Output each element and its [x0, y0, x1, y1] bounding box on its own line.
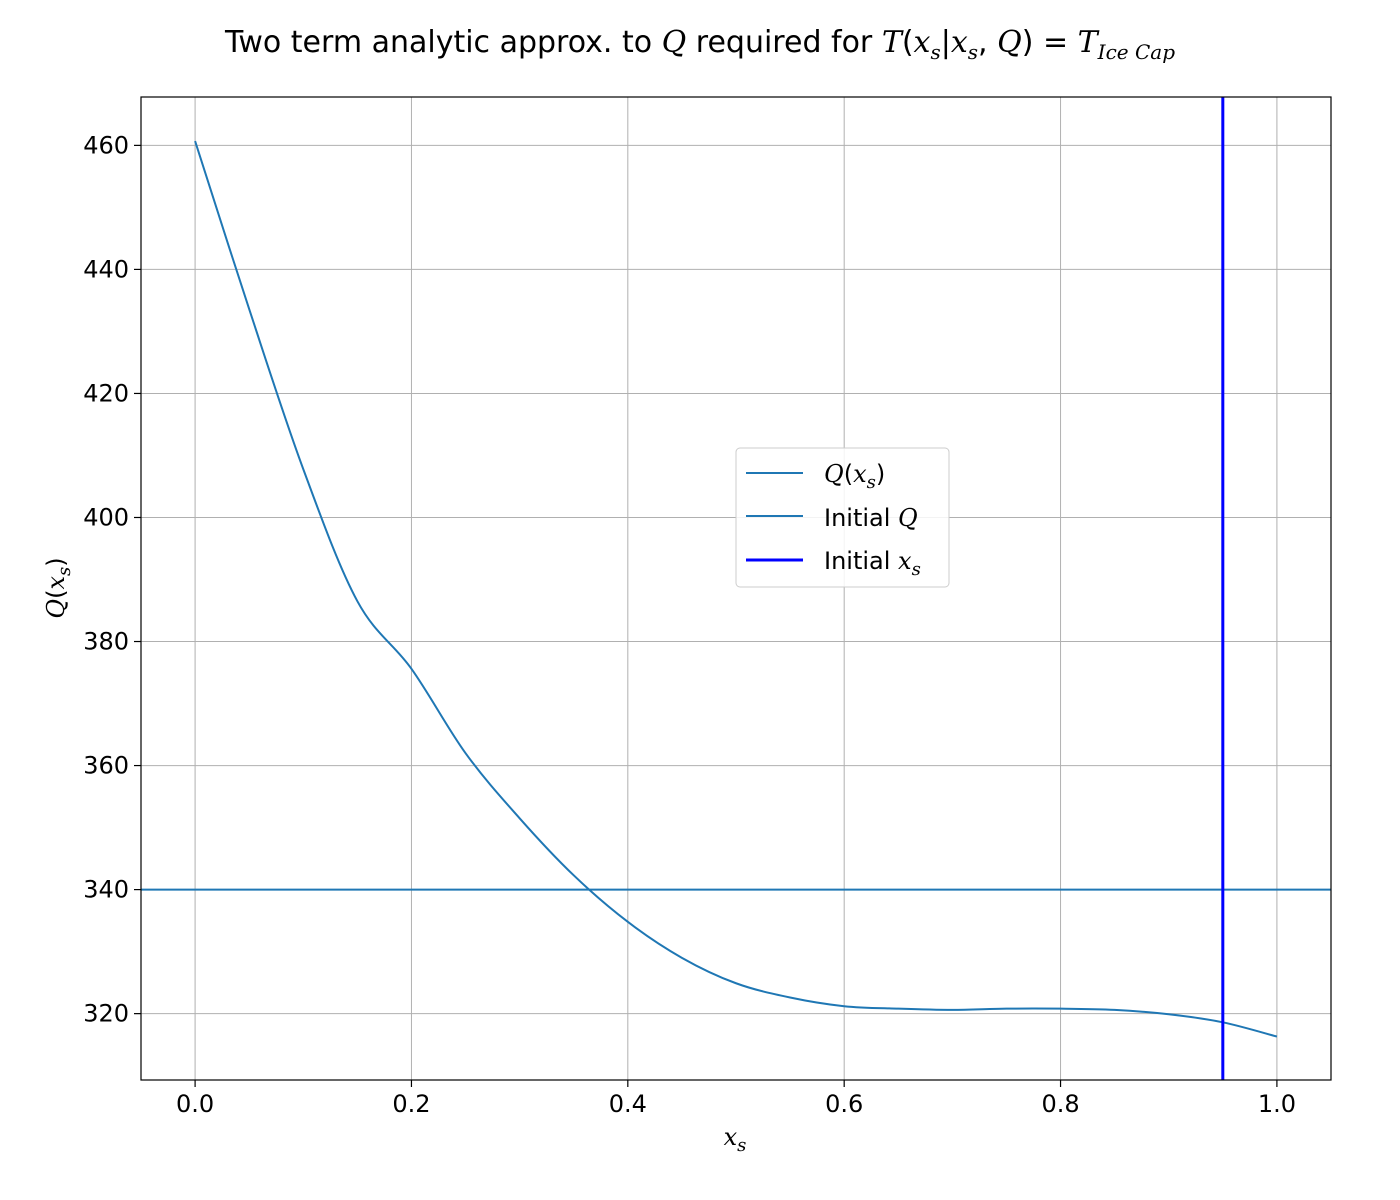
legend-label-q: Q(xs) [824, 460, 885, 493]
chart-title: Two term analytic approx. to Q required … [224, 25, 1175, 64]
legend: Q(xs) Initial Q Initial xs [735, 447, 950, 588]
y-tick-label: 320 [83, 1000, 129, 1028]
y-tick-label: 340 [83, 876, 129, 904]
x-axis-label: xs [724, 1123, 747, 1156]
y-tick-label: 440 [83, 255, 129, 283]
y-tick-label: 360 [83, 752, 129, 780]
legend-label-initial-q: Initial Q [824, 504, 918, 532]
x-tick-label: 1.0 [1258, 1090, 1296, 1118]
y-tick-label: 400 [83, 503, 129, 531]
legend-box [735, 447, 950, 588]
y-tick-label: 460 [83, 131, 129, 159]
x-tick-label: 0.6 [825, 1090, 863, 1118]
q-curve [194, 140, 1278, 1038]
x-tick-label: 0.8 [1041, 1090, 1079, 1118]
plot-frame [140, 96, 1332, 1081]
y-axis-label: Q(xs) [42, 557, 75, 618]
series-layer [141, 97, 1331, 1080]
y-tick-label: 380 [83, 628, 129, 656]
x-tick-label: 0.4 [609, 1090, 647, 1118]
gridlines [141, 97, 1331, 1080]
y-tick-label: 420 [83, 379, 129, 407]
legend-label-initial-xs: Initial xs [824, 547, 921, 580]
x-tick-label: 0.0 [176, 1090, 214, 1118]
tick-layer: 0.0 0.2 0.4 0.6 0.8 1.0 320 340 360 380 400 420 440 4… [83, 131, 1296, 1118]
x-tick-label: 0.2 [392, 1090, 430, 1118]
